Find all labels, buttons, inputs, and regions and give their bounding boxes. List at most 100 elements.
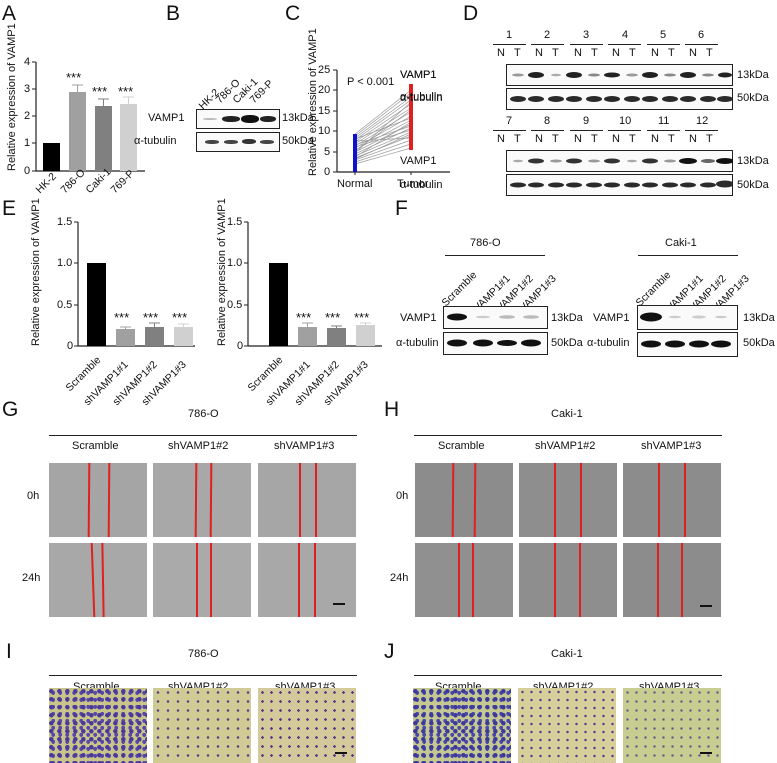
significance-marker: *** (114, 310, 130, 325)
lane-t: T (706, 47, 713, 59)
lane-n: N (497, 133, 505, 145)
panel-d-bottom-blots (506, 150, 733, 196)
wound-image (258, 543, 356, 617)
tubulin-blot (196, 132, 280, 152)
sample-number: 7 (506, 115, 513, 127)
timepoint-label: 24h (22, 572, 41, 584)
blot-row-label: α-tubulin (587, 337, 630, 349)
panel-e-ytick: 1.0 (57, 257, 73, 269)
column-header: Scramble (72, 440, 119, 452)
sample-number: 1 (506, 29, 513, 41)
cell-line-label: 786-O (470, 237, 501, 249)
panel-a-ytick: 1 (24, 137, 31, 149)
blot-size-label: 13kDa (737, 155, 769, 167)
panel-c-ytick: 10 (318, 125, 331, 137)
panel-e-left-plot (74, 221, 195, 347)
blot-row-label: α-tubulin (400, 91, 443, 103)
transwell-image (49, 688, 147, 763)
sample-number: 4 (622, 29, 629, 41)
column-header: Scramble (438, 440, 485, 452)
lane-n: N (612, 133, 620, 145)
blot-size-label: 50kDa (743, 337, 775, 349)
wound-image (519, 463, 617, 537)
panel-c-ytick: 15 (318, 105, 331, 117)
panel-c-xtick: Tumor (397, 178, 429, 190)
scale-bar (335, 752, 347, 754)
panel-label-d: D (463, 2, 479, 25)
panel-e-right-plot (244, 221, 382, 347)
column-header: shVAMP1#2 (535, 440, 596, 452)
panel-a-ytick: 2 (24, 110, 31, 122)
column-header: shVAMP1#3 (641, 440, 702, 452)
blot-size-label: 13kDa (743, 312, 775, 324)
lane-n: N (535, 133, 543, 145)
panel-label-j: J (384, 640, 395, 663)
timepoint-label: 0h (396, 490, 409, 502)
lane-n: N (651, 133, 659, 145)
blot-row-label: α-tubulin (134, 135, 177, 147)
wound-image (519, 543, 617, 617)
panel-label-a: A (2, 2, 17, 25)
lane-t: T (552, 133, 559, 145)
lane-t: T (629, 133, 636, 145)
lane-t: T (591, 133, 598, 145)
blot-size-label: 13kDa (551, 312, 583, 324)
transwell-image (518, 688, 616, 763)
lane-t: T (591, 47, 598, 59)
blot-row-label: VAMP1 (593, 312, 630, 324)
blot-row-label: VAMP1 (400, 69, 437, 81)
panel-c-ytick: 5 (324, 146, 331, 158)
cell-line-label: 786-O (188, 408, 219, 420)
panel-c-ytick: 25 (318, 64, 331, 76)
lane-t: T (514, 133, 521, 145)
lane-n: N (689, 47, 697, 59)
blot-row-label: VAMP1 (400, 312, 437, 324)
panel-a-ytick: 0 (24, 165, 31, 177)
cell-line-label: Caki-1 (551, 408, 583, 420)
blot-size-label: 50kDa (737, 179, 769, 191)
lane-n: N (574, 133, 582, 145)
significance-marker: *** (92, 84, 108, 99)
cell-line-label: Caki-1 (551, 648, 583, 660)
lane-t: T (514, 47, 521, 59)
blot-row-label: α-tubulin (400, 179, 443, 191)
scale-bar (700, 752, 712, 754)
timepoint-label: 0h (27, 490, 40, 502)
panel-e-right-chart: Relative expression of VAMP1 1.5 1.0 0.5… (185, 198, 385, 408)
panel-e-ytick: 0.5 (57, 299, 73, 311)
panel-f-786o-blots (443, 306, 548, 355)
wound-image (153, 463, 251, 537)
blot-size-label: 50kDa (737, 92, 769, 104)
wound-image (623, 543, 721, 617)
panel-e-left-chart: Relative expression of VAMP1 1.5 1.0 0.5… (0, 198, 200, 408)
sample-number: 5 (660, 29, 667, 41)
lane-n: N (651, 47, 659, 59)
cell-line-label: Caki-1 (665, 237, 697, 249)
panel-c-ytick: 0 (324, 166, 331, 178)
panel-label-f: F (395, 197, 408, 220)
scale-bar (700, 605, 712, 607)
panel-label-c: C (285, 2, 301, 25)
panel-a-chart: Relative expression of VAMP1 4 3 2 1 0 *… (0, 0, 165, 200)
lane-n: N (612, 47, 620, 59)
column-header: shVAMP1#2 (168, 440, 229, 452)
panel-label-h: H (384, 398, 400, 421)
panel-e-ytick: 1.0 (227, 257, 243, 269)
lane-t: T (668, 133, 675, 145)
panel-e-ytick: 0.5 (227, 299, 243, 311)
blot-size-label: 13kDa (282, 112, 314, 124)
panel-c-xtick: Normal (337, 178, 373, 190)
blot-row-label: VAMP1 (148, 112, 185, 124)
wound-image (415, 543, 513, 617)
sample-number: 11 (658, 115, 670, 127)
blot-size-label: 50kDa (282, 135, 314, 147)
sample-number: 10 (619, 115, 632, 127)
sample-number: 8 (544, 115, 551, 127)
panel-c-ytick: 20 (318, 84, 331, 96)
panel-label-i: I (6, 640, 12, 663)
lane-n: N (535, 47, 543, 59)
panel-e-ytick: 0 (237, 340, 244, 352)
wound-image (258, 463, 356, 537)
lane-t: T (706, 133, 713, 145)
panel-c-plot (333, 69, 450, 175)
